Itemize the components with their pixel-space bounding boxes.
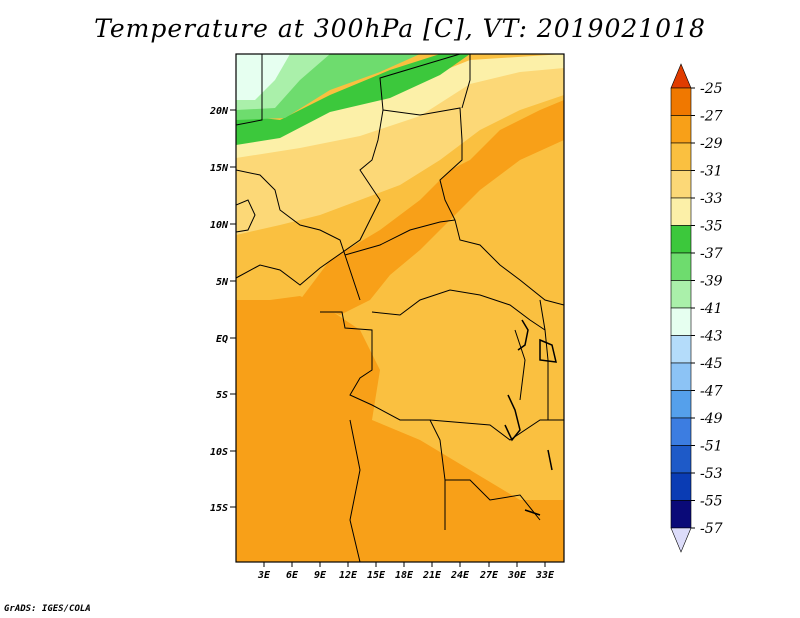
colorbar-swatch	[670, 362, 692, 391]
colorbar-label: -57	[700, 521, 723, 537]
lat-tick: 15S	[210, 503, 236, 514]
colorbar-swatch	[670, 252, 692, 281]
lat-tick-label: 5S	[216, 390, 228, 401]
colorbar-label: -33	[700, 191, 723, 207]
lon-tick-label: 30E	[507, 570, 527, 581]
colorbar-swatch	[670, 87, 692, 116]
colorbar-label: -25	[700, 81, 723, 97]
colorbar-swatch	[670, 142, 692, 171]
colorbar-label: -55	[700, 494, 723, 510]
lon-tick: 6E	[286, 562, 299, 581]
lat-tick-label: 10S	[210, 447, 228, 458]
lat-tick: 10S	[210, 447, 236, 458]
lon-tick: 21E	[422, 562, 442, 581]
colorbar-swatch	[670, 115, 692, 144]
colorbar-swatch	[670, 417, 692, 446]
lat-tick-label: 20N	[209, 106, 229, 117]
colorbar-swatch	[670, 335, 692, 364]
colorbar-label: -35	[700, 219, 723, 235]
lat-tick-label: 10N	[210, 220, 229, 231]
colorbar-swatch	[670, 472, 692, 501]
colorbar: -25 -27 -29 -31 -33 -35 -37 -39 -41 -43 -45 -47 -49 -…	[670, 63, 723, 553]
field-orange-south	[236, 296, 564, 562]
colorbar-swatch	[670, 500, 692, 529]
colorbar-label: -49	[700, 411, 723, 427]
lat-axis: 20N 15N 10N 5N EQ 5S 10S 15S	[209, 106, 236, 514]
temperature-field	[236, 54, 564, 562]
colorbar-cap-bottom	[670, 527, 692, 553]
field-light-orange-central	[380, 290, 520, 410]
lon-tick-label: 3E	[257, 570, 271, 581]
colorbar-label: -41	[700, 301, 723, 317]
field-pale-yellow-band	[236, 54, 564, 158]
colorbar-swatch	[670, 445, 692, 474]
lon-tick: 27E	[479, 562, 499, 581]
lat-tick: 5N	[216, 277, 236, 288]
lon-tick-label: 9E	[314, 570, 327, 581]
lat-tick: 20N	[209, 106, 236, 117]
lat-tick: EQ	[216, 334, 236, 345]
lon-axis: 3E 6E 9E 12E 15E 18E 21E 24E 27E 30E 33E	[257, 562, 555, 581]
map-frame	[235, 53, 565, 563]
lat-tick: 5S	[216, 390, 236, 401]
lat-tick-label: 15N	[210, 163, 229, 174]
lon-tick-label: 6E	[286, 570, 299, 581]
lat-tick-label: 15S	[210, 503, 228, 514]
lat-tick: 15N	[210, 163, 236, 174]
grads-credit: GrADS: IGES/COLA	[4, 604, 91, 614]
lon-tick: 15E	[367, 562, 386, 581]
colorbar-label: -27	[700, 109, 723, 125]
colorbar-swatch	[670, 225, 692, 254]
colorbar-label: -43	[700, 329, 723, 345]
colorbar-label: -29	[700, 136, 723, 152]
colorbar-swatch	[670, 390, 692, 419]
lon-tick: 12E	[339, 562, 358, 581]
lat-tick-label: EQ	[216, 334, 228, 345]
lat-tick: 10N	[210, 220, 236, 231]
lon-tick-label: 24E	[450, 570, 470, 581]
map-title: Temperature at 300hPa [C], VT: 201902101…	[94, 14, 706, 43]
lon-tick: 33E	[535, 562, 555, 581]
colorbar-label: -37	[700, 246, 723, 262]
colorbar-cap-top	[670, 63, 692, 89]
lon-tick-label: 27E	[479, 570, 499, 581]
colorbar-label: -45	[700, 356, 723, 372]
lon-tick-label: 18E	[395, 570, 414, 581]
colorbar-label: -53	[700, 466, 723, 482]
lon-tick-label: 21E	[422, 570, 442, 581]
colorbar-swatch	[670, 170, 692, 199]
lon-tick: 18E	[395, 562, 414, 581]
lat-tick-label: 5N	[216, 277, 229, 288]
field-green-dark	[236, 54, 470, 145]
colorbar-label: -39	[700, 274, 723, 290]
lon-tick-label: 12E	[339, 570, 358, 581]
lon-tick: 9E	[314, 562, 327, 581]
lakes	[504, 319, 557, 516]
field-white-cyan	[236, 54, 290, 100]
colorbar-swatch	[670, 280, 692, 309]
field-yellow-band	[236, 66, 564, 235]
lon-tick: 3E	[257, 562, 271, 581]
colorbar-swatch	[670, 197, 692, 226]
colorbar-label: -31	[700, 164, 723, 180]
lon-tick-label: 33E	[535, 570, 555, 581]
field-orange-central	[300, 100, 564, 315]
lon-tick: 30E	[507, 562, 527, 581]
colorbar-swatch	[670, 307, 692, 336]
colorbar-label: -51	[700, 439, 723, 455]
country-borders	[236, 54, 564, 562]
lon-tick: 24E	[450, 562, 470, 581]
field-orange-west	[236, 320, 310, 562]
colorbar-label: -47	[700, 384, 723, 400]
lon-tick-label: 15E	[367, 570, 386, 581]
